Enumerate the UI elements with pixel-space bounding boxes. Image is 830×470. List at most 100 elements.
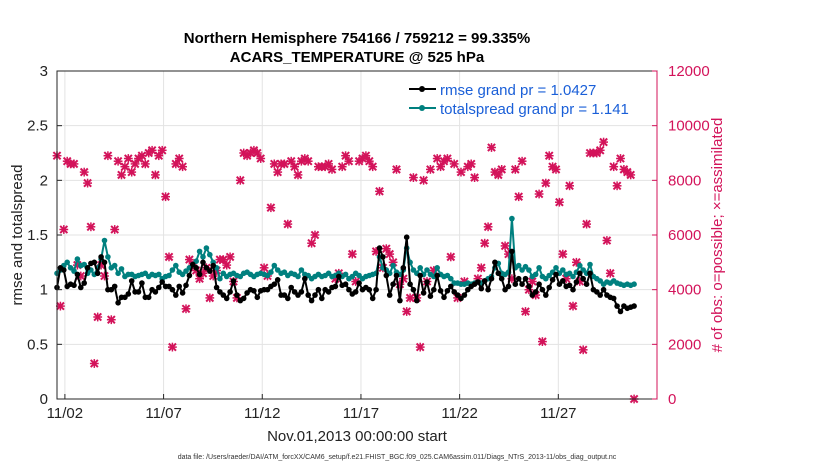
spread-point (298, 267, 305, 273)
obs-point (120, 162, 130, 172)
spread-point (217, 275, 223, 282)
rmse-point (437, 288, 444, 294)
obs-point (483, 222, 493, 232)
obs-point (59, 225, 69, 234)
rmse-point (210, 262, 216, 269)
rmse-point (356, 280, 362, 286)
spread-point (173, 262, 179, 269)
y-tick-label-right: 6000 (668, 227, 701, 244)
obs-point (599, 137, 608, 147)
x-tick-label: 11/07 (145, 405, 181, 422)
rmse-point (414, 297, 420, 304)
obs-point (582, 219, 591, 229)
obs-point (541, 178, 551, 188)
obs-point (110, 225, 120, 234)
rmse-point (583, 281, 590, 288)
rmse-point (444, 288, 451, 294)
rmse-point (420, 290, 427, 296)
rmse-point (254, 294, 261, 301)
rmse-point (312, 292, 318, 298)
obs-point (293, 170, 303, 180)
rmse-point (580, 275, 586, 282)
rmse-point (285, 295, 291, 302)
rmse-point (383, 272, 390, 279)
legend-rmse-marker (419, 86, 425, 92)
y-tick-label-left: 0.5 (27, 336, 48, 353)
rmse-point (61, 267, 67, 273)
rmse-point (298, 289, 305, 295)
rmse-point (522, 275, 529, 282)
rmse-point (274, 277, 281, 283)
y-tick-label-right: 2000 (668, 336, 701, 353)
rmse-point (393, 272, 400, 279)
rmse-point (532, 289, 539, 295)
spread-point (587, 261, 593, 268)
rmse-point (200, 259, 206, 266)
rmse-point (227, 289, 233, 295)
obs-point (470, 173, 480, 183)
rmse-point (196, 271, 203, 278)
rmse-point (179, 290, 186, 296)
obs-point (514, 192, 524, 202)
obs-point (497, 164, 507, 174)
obs-point (456, 167, 466, 177)
rmse-point (91, 259, 98, 266)
obs-point (449, 159, 459, 169)
chart-title-line1: Northern Hemisphere 754166 / 759212 = 99… (184, 30, 530, 47)
obs-point (181, 304, 191, 314)
spread-point (207, 251, 213, 258)
rmse-point (234, 292, 240, 298)
y-tick-label-right: 10000 (668, 118, 710, 135)
obs-point (544, 151, 554, 161)
obs-point (565, 181, 574, 191)
rmse-point (98, 254, 104, 260)
obs-point (83, 178, 92, 188)
obs-point (86, 222, 96, 232)
obs-point (534, 189, 544, 199)
footer-data-file: data file: /Users/raeder/DAI/ATM_forcXX/… (178, 454, 617, 461)
rmse-point (407, 281, 413, 288)
spread-point (532, 271, 539, 278)
obs-point (415, 342, 425, 352)
rmse-point (631, 303, 637, 309)
obs-point (337, 162, 347, 172)
rmse-point (380, 254, 386, 260)
rmse-point (448, 283, 454, 290)
obs-point (103, 151, 113, 161)
rmse-point (115, 300, 121, 306)
obs-point (555, 197, 564, 207)
obs-point (79, 167, 89, 177)
rmse-point (505, 283, 512, 290)
obs-point (425, 164, 435, 174)
rmse-point (485, 286, 491, 293)
y-tick-label-right: 8000 (668, 172, 701, 189)
obs-point (140, 159, 150, 169)
rmse-point (186, 272, 193, 279)
obs-point (538, 337, 547, 347)
spread-point (553, 265, 559, 271)
obs-point (150, 170, 160, 180)
obs-point (402, 307, 412, 316)
rmse-point (366, 286, 373, 293)
obs-point (419, 175, 429, 185)
spread-point (536, 265, 542, 271)
legend-rmse-label: rmse grand pr = 1.0427 (440, 82, 596, 99)
rmse-point (577, 270, 583, 277)
rmse-point (376, 245, 383, 251)
rmse-point (386, 292, 393, 298)
legend: rmse grand pr = 1.0427 totalspread grand… (409, 82, 629, 118)
rmse-point (570, 286, 576, 293)
obs-point (595, 145, 605, 155)
rmse-point (139, 280, 145, 286)
spread-point (101, 237, 108, 244)
rmse-point (315, 286, 322, 293)
rmse-point (352, 289, 359, 295)
obs-point (174, 154, 184, 163)
obs-point (612, 181, 622, 191)
rmse-point (145, 294, 152, 301)
rmse-point (573, 279, 580, 285)
obs-point (521, 307, 530, 316)
rmse-point (336, 273, 342, 280)
spread-point (64, 259, 70, 266)
rmse-point (553, 271, 559, 278)
